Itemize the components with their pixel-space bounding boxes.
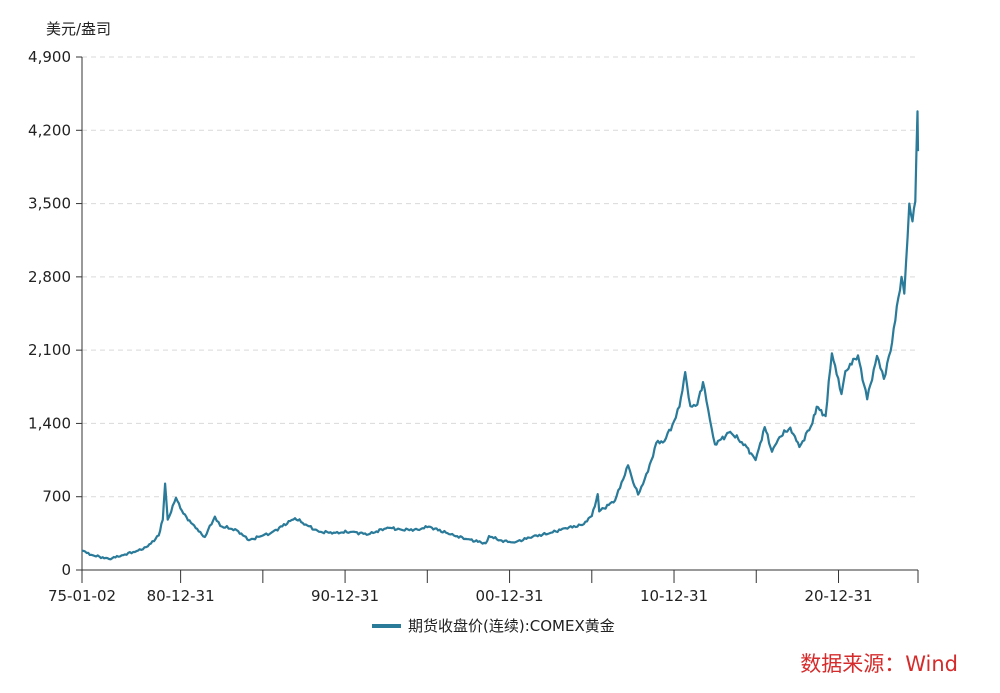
y-tick-label: 4,900 <box>28 48 71 66</box>
series-line <box>81 110 920 561</box>
x-tick-label: 00-12-31 <box>476 587 544 605</box>
x-tick-label: 90-12-31 <box>311 587 379 605</box>
y-tick-label: 700 <box>42 488 71 506</box>
y-tick-label: 4,200 <box>28 121 71 139</box>
x-axis: 75-01-02 80-12-31 90-12-31 00-12-31 10-12-31… <box>48 569 919 605</box>
series-layer <box>81 110 920 561</box>
y-axis-title: 美元/盎司 <box>46 20 111 38</box>
y-tick-label: 2,800 <box>28 268 71 286</box>
legend: 期货收盘价(连续):COMEX黄金 <box>372 617 615 635</box>
x-tick-label: 20-12-31 <box>804 587 872 605</box>
source-note: 数据来源：Wind <box>800 652 958 676</box>
y-tick-label: 0 <box>61 561 71 579</box>
legend-label: 期货收盘价(连续):COMEX黄金 <box>408 617 615 635</box>
y-axis: 0 700 1,400 2,100 2,800 3,500 4,200 4,900 <box>28 48 83 579</box>
y-tick-label: 1,400 <box>28 414 71 432</box>
y-tick-label: 3,500 <box>28 195 71 213</box>
gridlines <box>82 56 918 498</box>
x-tick-label: 80-12-31 <box>147 587 215 605</box>
x-tick-label: 75-01-02 <box>48 587 116 605</box>
x-tick-label: 10-12-31 <box>640 587 708 605</box>
y-tick-label: 2,100 <box>28 341 71 359</box>
